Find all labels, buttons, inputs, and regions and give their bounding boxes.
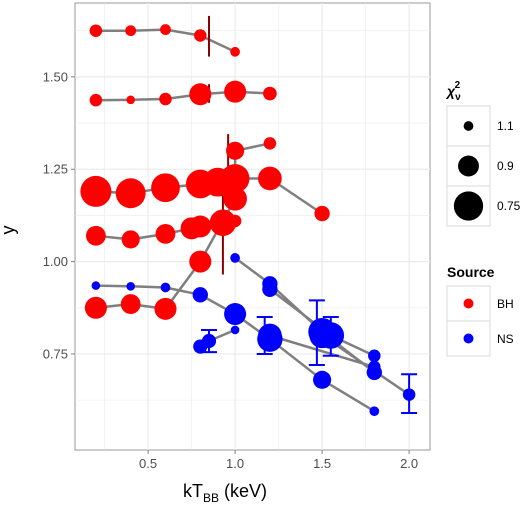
color-legend-title: Source <box>447 264 495 280</box>
size-legend: χν2 1.1 0.9 0.75 <box>445 80 520 227</box>
y-axis-ticks: 0.75 1.00 1.25 1.50 <box>43 69 75 361</box>
color-legend-key <box>463 298 474 309</box>
point-bh-3-6 <box>228 214 242 228</box>
size-legend-entry: 0.9 <box>446 145 514 187</box>
x-axis-title-main: kT <box>183 481 203 501</box>
size-legend-key <box>453 191 484 221</box>
size-legend-label: 0.75 <box>497 199 520 213</box>
x-tick-label: 1.5 <box>313 456 331 471</box>
color-legend: Source BH NS <box>446 264 514 357</box>
point-ns-5-1 <box>126 282 135 291</box>
series-line-ns-9 <box>269 334 375 369</box>
point-bh-0-4 <box>230 46 240 57</box>
size-legend-label: 1.1 <box>497 119 514 133</box>
y-tick-label: 0.75 <box>43 346 68 361</box>
point-bh-4-2 <box>154 297 177 320</box>
data-points <box>80 24 416 417</box>
color-legend-key <box>463 333 474 344</box>
size-legend-entry: 1.1 <box>446 105 514 147</box>
point-bh-4-4 <box>223 186 247 211</box>
point-bh-3-1 <box>121 230 140 249</box>
point-bh-1-4 <box>224 80 247 103</box>
y-axis-title: y <box>0 226 18 235</box>
series-line-ns-5 <box>95 284 375 413</box>
x-tick-label: 1.0 <box>226 456 244 471</box>
x-tick-label: 2.0 <box>400 456 418 471</box>
point-bh-0-2 <box>160 24 171 36</box>
point-ns-5-6 <box>313 370 332 389</box>
point-ns-9-0 <box>258 323 282 348</box>
point-bh-2-7 <box>314 205 330 222</box>
point-ns-8-2 <box>368 349 381 363</box>
point-bh-4-5 <box>226 141 245 160</box>
point-bh-3-4 <box>189 215 212 238</box>
size-legend-title: χν2 <box>445 80 461 103</box>
point-bh-1-0 <box>89 93 103 107</box>
point-bh-1-1 <box>126 95 135 105</box>
point-bh-4-1 <box>120 294 141 314</box>
x-axis-ticks: 0.5 1.0 1.5 2.0 <box>139 450 418 471</box>
x-tick-label: 0.5 <box>139 456 157 471</box>
point-ns-8-0 <box>262 281 278 297</box>
size-legend-key <box>463 121 474 131</box>
point-ns-5-7 <box>369 406 380 417</box>
point-ns-5-3 <box>192 287 208 303</box>
color-legend-label: BH <box>497 297 514 311</box>
point-bh-1-5 <box>263 86 277 101</box>
point-bh-4-6 <box>263 137 277 150</box>
size-legend-label: 0.9 <box>497 159 514 173</box>
plot-panel <box>74 2 431 451</box>
x-axis-title-unit: (keV) <box>219 481 267 501</box>
point-bh-2-6 <box>258 166 282 191</box>
point-ns-5-0 <box>91 281 101 290</box>
size-legend-title-main: χ <box>445 83 456 99</box>
point-bh-3-0 <box>85 225 106 246</box>
y-tick-label: 1.25 <box>43 162 68 177</box>
point-ns-6-1 <box>201 333 217 349</box>
x-axis-title: kTBB (keV) <box>183 481 267 505</box>
point-ns-5-2 <box>160 282 171 293</box>
point-bh-0-0 <box>89 24 103 37</box>
x-axis-title-sub: BB <box>203 491 219 505</box>
size-legend-entry: 0.75 <box>446 185 520 227</box>
color-legend-entry-bh: BH <box>446 285 514 322</box>
point-bh-0-3 <box>194 29 207 42</box>
point-bh-3-2 <box>155 223 176 244</box>
point-bh-4-0 <box>84 296 107 319</box>
point-ns-6-2 <box>230 325 240 335</box>
point-bh-1-3 <box>189 83 212 106</box>
point-bh-2-1 <box>115 178 146 209</box>
point-bh-2-5 <box>220 164 250 193</box>
point-bh-1-2 <box>159 92 172 106</box>
point-ns-9-1 <box>368 360 381 374</box>
size-legend-key <box>458 155 479 177</box>
color-legend-entry-ns: NS <box>446 320 514 357</box>
point-bh-0-1 <box>125 25 137 37</box>
point-bh-2-0 <box>80 175 112 207</box>
point-bh-3-5 <box>209 209 237 237</box>
point-ns-10-0 <box>309 322 335 349</box>
size-legend-title-sup: 2 <box>455 80 461 91</box>
y-tick-label: 1.50 <box>43 69 68 84</box>
point-ns-7-0 <box>230 253 240 263</box>
point-bh-2-2 <box>151 173 180 203</box>
point-bh-4-3 <box>189 250 212 273</box>
size-legend-title-sub: ν <box>455 92 461 103</box>
point-ns-5-4 <box>224 303 247 326</box>
y-tick-label: 1.00 <box>43 254 68 269</box>
color-legend-label: NS <box>497 332 514 346</box>
point-ns-10-1 <box>402 388 416 401</box>
